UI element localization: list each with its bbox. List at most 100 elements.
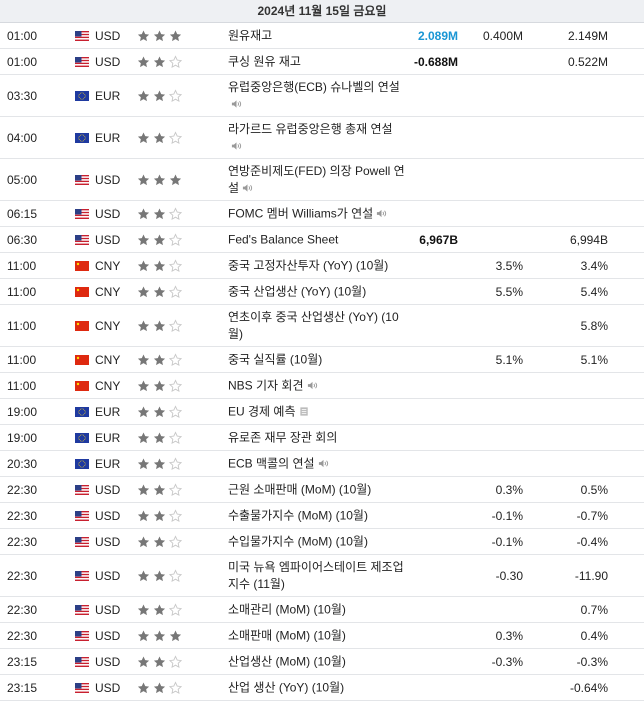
- event-row[interactable]: 01:00 USD 원유재고 2.089M 0.400M 2.149M: [0, 23, 644, 49]
- currency-code: EUR: [95, 430, 121, 445]
- importance-stars: [137, 509, 182, 522]
- event-name[interactable]: 근원 소매판매 (MoM) (10월): [228, 481, 406, 498]
- previous-value: -0.4%: [576, 534, 608, 549]
- star-empty-icon: [169, 405, 182, 418]
- star-empty-icon: [169, 89, 182, 102]
- currency-code: USD: [95, 602, 121, 617]
- event-row[interactable]: 22:30 USD 소매관리 (MoM) (10월) 0.7%: [0, 597, 644, 623]
- event-name[interactable]: 라가르드 유럽중앙은행 총재 연설: [228, 121, 406, 155]
- event-row[interactable]: 11:00 CNY 중국 고정자산투자 (YoY) (10월) 3.5% 3.4%: [0, 253, 644, 279]
- star-filled-icon: [153, 535, 166, 547]
- star-filled-icon: [153, 629, 166, 641]
- event-name[interactable]: 중국 산업생산 (YoY) (10월): [228, 283, 406, 300]
- star-filled-icon: [137, 259, 150, 271]
- event-name[interactable]: 유로존 재무 장관 회의: [228, 429, 406, 446]
- currency-code: CNY: [95, 378, 121, 393]
- star-filled-icon: [137, 535, 150, 547]
- event-name-text: 산업 생산 (YoY) (10월): [228, 680, 345, 694]
- event-name-text: 유럽중앙은행(ECB) 슈나벨의 연설: [228, 79, 400, 94]
- event-name[interactable]: EU 경제 예측: [228, 403, 406, 420]
- event-time: 20:30: [7, 456, 38, 471]
- event-row[interactable]: 23:15 USD 산업 생산 (YoY) (10월) -0.64%: [0, 675, 644, 701]
- previous-value: 5.1%: [580, 352, 608, 367]
- forecast-value: -0.1%: [491, 534, 523, 549]
- event-row[interactable]: 11:00 CNY 중국 실직률 (10월) 5.1% 5.1%: [0, 347, 644, 373]
- cn-flag-icon: [75, 380, 89, 391]
- report-icon: [299, 407, 310, 417]
- event-name[interactable]: Fed's Balance Sheet: [228, 231, 406, 248]
- forecast-value: 0.400M: [482, 28, 523, 43]
- event-row[interactable]: 22:30 USD 수입물가지수 (MoM) (10월) -0.1% -0.4%: [0, 529, 644, 555]
- event-name[interactable]: 수출물가지수 (MoM) (10월): [228, 507, 406, 524]
- event-row[interactable]: 22:30 USD 소매판매 (MoM) (10월) 0.3% 0.4%: [0, 623, 644, 649]
- event-row[interactable]: 22:30 USD 근원 소매판매 (MoM) (10월) 0.3% 0.5%: [0, 477, 644, 503]
- event-name[interactable]: 소매관리 (MoM) (10월): [228, 601, 406, 618]
- event-name-text: 라가르드 유럽중앙은행 총재 연설: [228, 121, 393, 136]
- us-flag-icon: [75, 174, 89, 185]
- importance-stars: [137, 681, 182, 694]
- event-name-text: 연초이후 중국 산업생산 (YoY) (10월): [228, 309, 399, 341]
- star-filled-icon: [153, 457, 166, 469]
- event-name[interactable]: 연초이후 중국 산업생산 (YoY) (10월): [228, 309, 406, 343]
- event-row[interactable]: 19:00 EUR EU 경제 예측: [0, 399, 644, 425]
- event-name[interactable]: 중국 고정자산투자 (YoY) (10월): [228, 257, 406, 274]
- event-name-text: Fed's Balance Sheet: [228, 232, 339, 246]
- event-row[interactable]: 05:00 USD 연방준비제도(FED) 의장 Powell 연설: [0, 159, 644, 201]
- event-name[interactable]: 산업 생산 (YoY) (10월): [228, 679, 406, 696]
- us-flag-icon: [75, 234, 89, 245]
- event-row[interactable]: 22:30 USD 수출물가지수 (MoM) (10월) -0.1% -0.7%: [0, 503, 644, 529]
- event-name[interactable]: 중국 실직률 (10월): [228, 351, 406, 368]
- star-filled-icon: [169, 629, 182, 641]
- event-row[interactable]: 20:30 EUR ECB 맥콜의 연설: [0, 451, 644, 477]
- event-name[interactable]: FOMC 멤버 Williams가 연설: [228, 205, 406, 222]
- us-flag-icon: [75, 208, 89, 219]
- event-row[interactable]: 06:15 USD FOMC 멤버 Williams가 연설: [0, 201, 644, 227]
- star-filled-icon: [153, 509, 166, 521]
- cn-flag-icon: [75, 260, 89, 271]
- event-name[interactable]: 미국 뉴욕 엠파이어스테이트 제조업지수 (11월): [228, 559, 406, 593]
- eu-flag-icon: [75, 132, 89, 143]
- event-name[interactable]: ECB 맥콜의 연설: [228, 455, 406, 472]
- star-filled-icon: [153, 603, 166, 615]
- event-row[interactable]: 11:00 CNY 중국 산업생산 (YoY) (10월) 5.5% 5.4%: [0, 279, 644, 305]
- event-row[interactable]: 03:30 EUR 유럽중앙은행(ECB) 슈나벨의 연설: [0, 75, 644, 117]
- event-name[interactable]: 수입물가지수 (MoM) (10월): [228, 533, 406, 550]
- star-empty-icon: [169, 509, 182, 522]
- star-filled-icon: [137, 655, 150, 667]
- star-filled-icon: [153, 207, 166, 219]
- event-row[interactable]: 11:00 CNY NBS 기자 회견: [0, 373, 644, 399]
- star-filled-icon: [137, 405, 150, 417]
- star-empty-icon: [169, 259, 182, 272]
- us-flag-icon: [75, 604, 89, 615]
- event-row[interactable]: 04:00 EUR 라가르드 유럽중앙은행 총재 연설: [0, 117, 644, 159]
- event-row[interactable]: 22:30 USD 미국 뉴욕 엠파이어스테이트 제조업지수 (11월) -0.30 -…: [0, 555, 644, 597]
- event-time: 19:00: [7, 430, 38, 445]
- event-time: 22:30: [7, 508, 38, 523]
- event-name[interactable]: 연방준비제도(FED) 의장 Powell 연설: [228, 163, 406, 197]
- importance-stars: [137, 353, 182, 366]
- event-name[interactable]: 쿠싱 원유 재고: [228, 53, 406, 70]
- star-filled-icon: [137, 431, 150, 443]
- star-filled-icon: [153, 681, 166, 693]
- importance-stars: [137, 629, 182, 642]
- event-row[interactable]: 19:00 EUR 유로존 재무 장관 회의: [0, 425, 644, 451]
- star-filled-icon: [137, 319, 150, 331]
- star-filled-icon: [153, 483, 166, 495]
- event-time: 11:00: [7, 318, 37, 333]
- event-row[interactable]: 01:00 USD 쿠싱 원유 재고 -0.688M 0.522M: [0, 49, 644, 75]
- event-row[interactable]: 06:30 USD Fed's Balance Sheet 6,967B 6,994B: [0, 227, 644, 253]
- event-row[interactable]: 23:15 USD 산업생산 (MoM) (10월) -0.3% -0.3%: [0, 649, 644, 675]
- event-name[interactable]: 산업생산 (MoM) (10월): [228, 653, 406, 670]
- us-flag-icon: [75, 682, 89, 693]
- star-filled-icon: [137, 285, 150, 297]
- event-name-text: 중국 산업생산 (YoY) (10월): [228, 284, 367, 298]
- star-filled-icon: [137, 29, 150, 41]
- event-name[interactable]: 원유재고: [228, 27, 406, 44]
- star-empty-icon: [169, 285, 182, 298]
- event-row[interactable]: 11:00 CNY 연초이후 중국 산업생산 (YoY) (10월) 5.8%: [0, 305, 644, 347]
- event-name[interactable]: 유럽중앙은행(ECB) 슈나벨의 연설: [228, 79, 406, 113]
- event-name[interactable]: NBS 기자 회견: [228, 377, 406, 394]
- event-name[interactable]: 소매판매 (MoM) (10월): [228, 627, 406, 644]
- forecast-value: -0.1%: [491, 508, 523, 523]
